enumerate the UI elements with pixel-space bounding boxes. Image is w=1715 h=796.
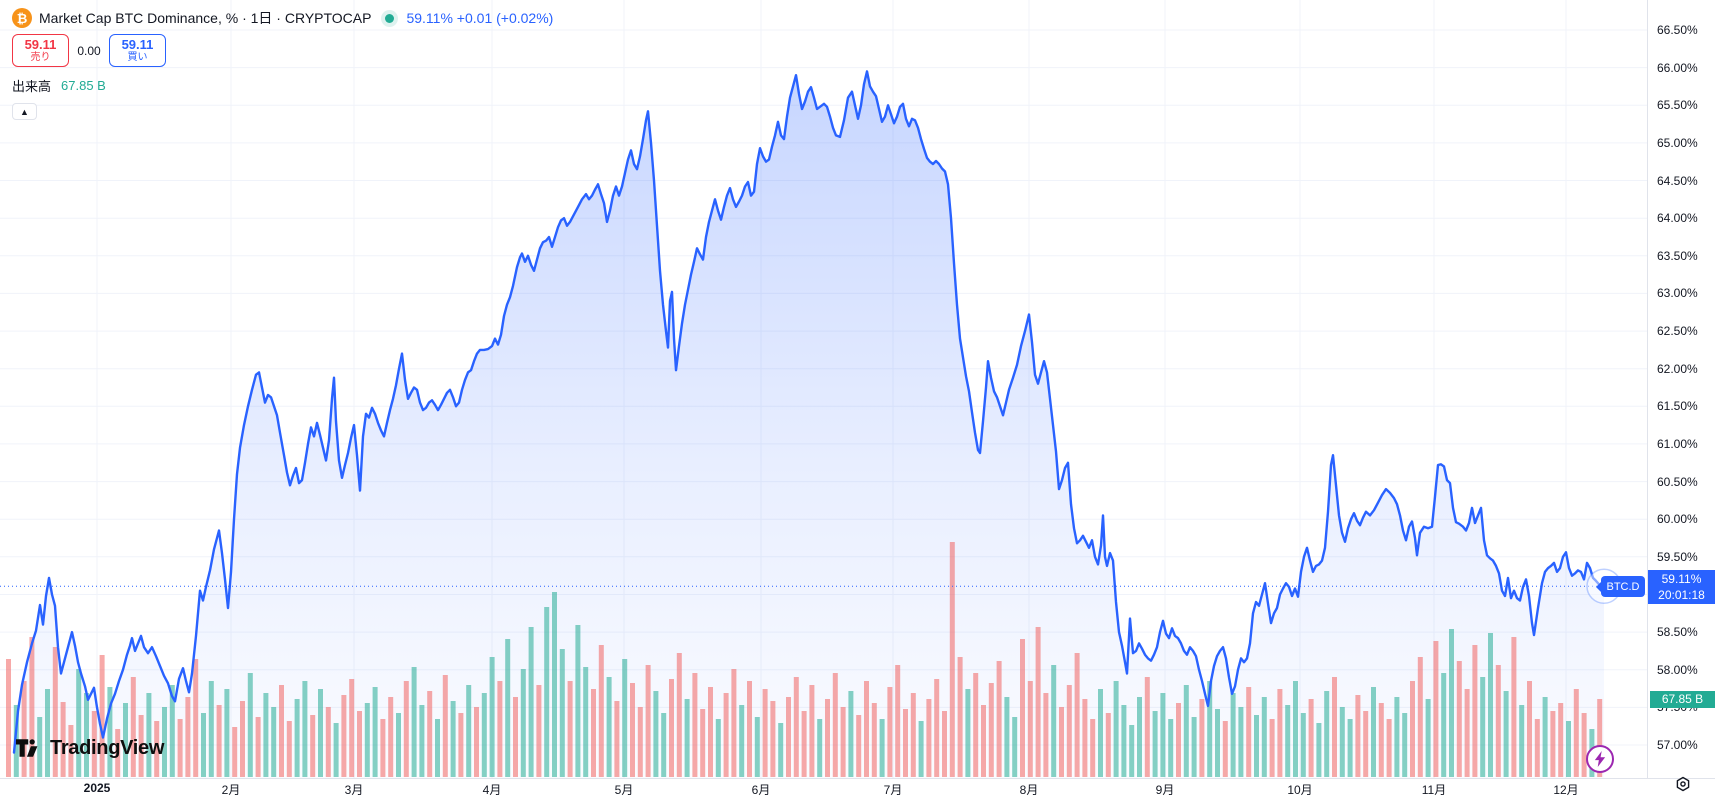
price-tick-label: 65.50% [1657, 98, 1698, 113]
last-price-value: 59.11% [1661, 572, 1702, 586]
collapse-legend-button[interactable]: ▲ [12, 103, 37, 120]
tradingview-logo-icon [16, 739, 38, 757]
time-tick-label: 7月 [883, 783, 903, 796]
time-tick-label: 3月 [344, 783, 364, 796]
time-tick-label: 6月 [751, 783, 771, 796]
trade-buttons-row: 59.11 売り 0.00 59.11 買い [12, 34, 553, 67]
volume-value: 67.85 B [61, 78, 106, 93]
instant-order-button[interactable] [1586, 745, 1614, 773]
price-tick-label: 66.00% [1657, 60, 1698, 75]
price-tick-label: 61.50% [1657, 399, 1698, 414]
time-tick-label: 4月 [482, 783, 502, 796]
volume-row: 出来高 67.85 B [12, 76, 553, 95]
sell-button[interactable]: 59.11 売り [12, 34, 69, 67]
symbol-row: ₿ Market Cap BTC Dominance, % · 1日 · CRY… [12, 7, 553, 29]
time-tick-label: 11月 [1421, 783, 1447, 796]
price-tick-label: 60.00% [1657, 512, 1698, 527]
volume-axis-label: 67.85 B [1650, 691, 1715, 708]
lightning-icon [1594, 751, 1606, 767]
sell-price: 59.11 [24, 36, 57, 52]
buy-price: 59.11 [121, 36, 154, 52]
bitcoin-icon: ₿ [12, 8, 32, 28]
series-price-flag: BTC.D [1601, 576, 1645, 597]
price-tick-label: 61.00% [1657, 436, 1698, 451]
gear-icon [1676, 776, 1690, 792]
price-tick-label: 58.50% [1657, 625, 1698, 640]
volume-label: 出来高 [12, 79, 52, 94]
legend: ₿ Market Cap BTC Dominance, % · 1日 · CRY… [12, 7, 553, 120]
price-tick-label: 66.50% [1657, 23, 1698, 37]
time-tick-label: 9月 [1155, 783, 1175, 796]
series-label: BTC.D [1606, 580, 1640, 593]
price-tick-label: 65.00% [1657, 135, 1698, 150]
time-axis[interactable]: 2025 2月 3月 4月 5月 6月 7月 8月 9月 10月 11月 12月 [0, 778, 1715, 796]
price-tick-label: 64.00% [1657, 211, 1698, 226]
price-tick-label: 64.50% [1657, 173, 1698, 188]
sell-label: 売り [30, 52, 51, 64]
time-tick-label: 5月 [614, 783, 634, 796]
price-axis[interactable]: 66.50% 66.00% 65.50% 65.00% 64.50% 64.00% 63.5… [1647, 0, 1715, 778]
time-tick-label: 2025 [83, 781, 111, 795]
time-tick-label: 8月 [1019, 783, 1039, 796]
axis-settings-button[interactable] [1674, 775, 1692, 793]
price-tick-label: 60.50% [1657, 474, 1698, 489]
price-tick-label: 63.00% [1657, 286, 1698, 301]
tradingview-logo[interactable]: TradingView [16, 735, 164, 761]
price-tick-label: 59.50% [1657, 549, 1698, 564]
quote-values: 59.11% +0.01 (+0.02%) [406, 10, 554, 26]
spread-value: 0.00 [77, 43, 101, 58]
time-tick-label: 10月 [1287, 783, 1313, 796]
buy-label: 買い [127, 52, 148, 64]
price-tick-label: 62.50% [1657, 324, 1698, 339]
price-tick-label: 57.00% [1657, 738, 1698, 752]
price-tick-label: 62.00% [1657, 361, 1698, 376]
market-status-icon[interactable] [385, 13, 395, 23]
symbol-title[interactable]: Market Cap BTC Dominance, % · 1日 · CRYPT… [39, 10, 372, 26]
price-tick-label: 63.50% [1657, 248, 1698, 263]
chevron-up-icon: ▲ [20, 106, 29, 117]
time-tick-label: 2月 [221, 783, 241, 796]
bar-countdown: 20:01:18 [1658, 588, 1705, 602]
price-tick-label: 58.00% [1657, 662, 1698, 677]
price-chart-canvas[interactable] [0, 0, 1647, 778]
buy-button[interactable]: 59.11 買い [109, 34, 166, 67]
last-price-axis-label: 59.11% 20:01:18 [1648, 570, 1715, 604]
tradingview-logo-text: TradingView [50, 736, 165, 759]
time-tick-label: 12月 [1553, 783, 1579, 796]
